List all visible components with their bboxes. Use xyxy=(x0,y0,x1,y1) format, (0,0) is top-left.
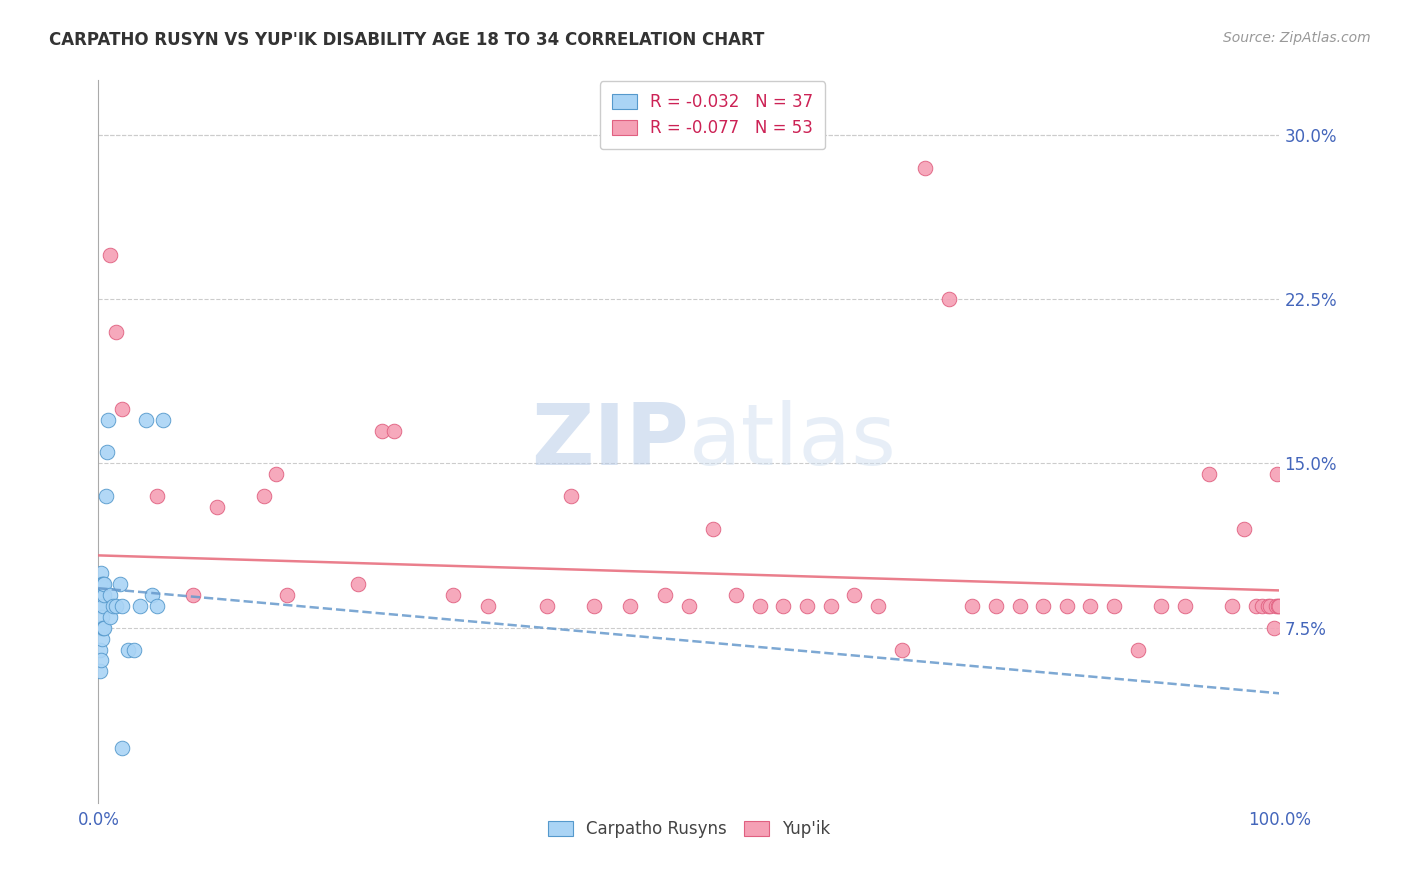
Point xyxy=(89,642,111,657)
Point xyxy=(90,566,112,580)
Point xyxy=(1056,599,1078,613)
Point xyxy=(105,325,128,339)
Legend: Carpatho Rusyns, Yup'ik: Carpatho Rusyns, Yup'ik xyxy=(541,814,837,845)
Point xyxy=(205,500,228,515)
Point xyxy=(820,599,842,613)
Point xyxy=(89,665,111,679)
Point xyxy=(866,599,889,613)
Point xyxy=(536,599,558,613)
Point xyxy=(1257,599,1279,613)
Point xyxy=(1032,599,1054,613)
Point xyxy=(98,248,121,262)
Point xyxy=(1198,467,1220,482)
Point xyxy=(141,588,163,602)
Point xyxy=(619,599,641,613)
Point xyxy=(253,489,276,503)
Point xyxy=(181,588,204,602)
Point xyxy=(93,577,115,591)
Point xyxy=(1233,522,1256,536)
Point xyxy=(1126,642,1149,657)
Point xyxy=(105,599,128,613)
Point xyxy=(1267,599,1289,613)
Point xyxy=(1263,621,1285,635)
Point xyxy=(146,489,169,503)
Point xyxy=(347,577,370,591)
Point xyxy=(1220,599,1243,613)
Point xyxy=(1264,599,1286,613)
Point xyxy=(98,609,121,624)
Point xyxy=(583,599,606,613)
Point xyxy=(90,621,112,635)
Point xyxy=(1265,467,1288,482)
Point xyxy=(844,588,866,602)
Point xyxy=(94,489,117,503)
Point xyxy=(93,588,115,602)
Point xyxy=(91,588,114,602)
Point xyxy=(962,599,984,613)
Point xyxy=(108,577,131,591)
Point xyxy=(90,653,112,667)
Point xyxy=(111,741,134,756)
Point xyxy=(890,642,912,657)
Point xyxy=(152,412,174,426)
Point xyxy=(264,467,287,482)
Point xyxy=(1258,599,1281,613)
Point xyxy=(91,621,114,635)
Point xyxy=(1250,599,1272,613)
Point xyxy=(90,599,112,613)
Point xyxy=(91,577,114,591)
Point xyxy=(1174,599,1197,613)
Point xyxy=(678,599,700,613)
Point xyxy=(796,599,818,613)
Text: CARPATHO RUSYN VS YUP'IK DISABILITY AGE 18 TO 34 CORRELATION CHART: CARPATHO RUSYN VS YUP'IK DISABILITY AGE … xyxy=(49,31,765,49)
Point xyxy=(371,424,394,438)
Point xyxy=(91,609,114,624)
Point xyxy=(914,161,936,175)
Point xyxy=(1102,599,1125,613)
Point xyxy=(772,599,794,613)
Point xyxy=(90,588,112,602)
Point xyxy=(748,599,770,613)
Point xyxy=(135,412,157,426)
Point xyxy=(984,599,1007,613)
Point xyxy=(725,588,748,602)
Point xyxy=(382,424,405,438)
Point xyxy=(89,599,111,613)
Point xyxy=(111,599,134,613)
Point xyxy=(91,632,114,646)
Point xyxy=(1268,599,1291,613)
Text: ZIP: ZIP xyxy=(531,400,689,483)
Point xyxy=(146,599,169,613)
Point xyxy=(654,588,676,602)
Point xyxy=(1244,599,1267,613)
Point xyxy=(702,522,724,536)
Point xyxy=(1150,599,1173,613)
Text: atlas: atlas xyxy=(689,400,897,483)
Point xyxy=(441,588,464,602)
Point xyxy=(477,599,499,613)
Point xyxy=(91,599,114,613)
Point xyxy=(560,489,582,503)
Point xyxy=(89,621,111,635)
Point xyxy=(122,642,145,657)
Point xyxy=(98,588,121,602)
Point xyxy=(97,412,120,426)
Point xyxy=(101,599,124,613)
Point xyxy=(938,292,960,306)
Point xyxy=(1080,599,1102,613)
Point xyxy=(128,599,150,613)
Point xyxy=(89,577,111,591)
Point xyxy=(1008,599,1031,613)
Point xyxy=(96,445,118,459)
Point xyxy=(276,588,298,602)
Point xyxy=(91,577,114,591)
Point xyxy=(117,642,139,657)
Point xyxy=(93,621,115,635)
Text: Source: ZipAtlas.com: Source: ZipAtlas.com xyxy=(1223,31,1371,45)
Point xyxy=(111,401,134,416)
